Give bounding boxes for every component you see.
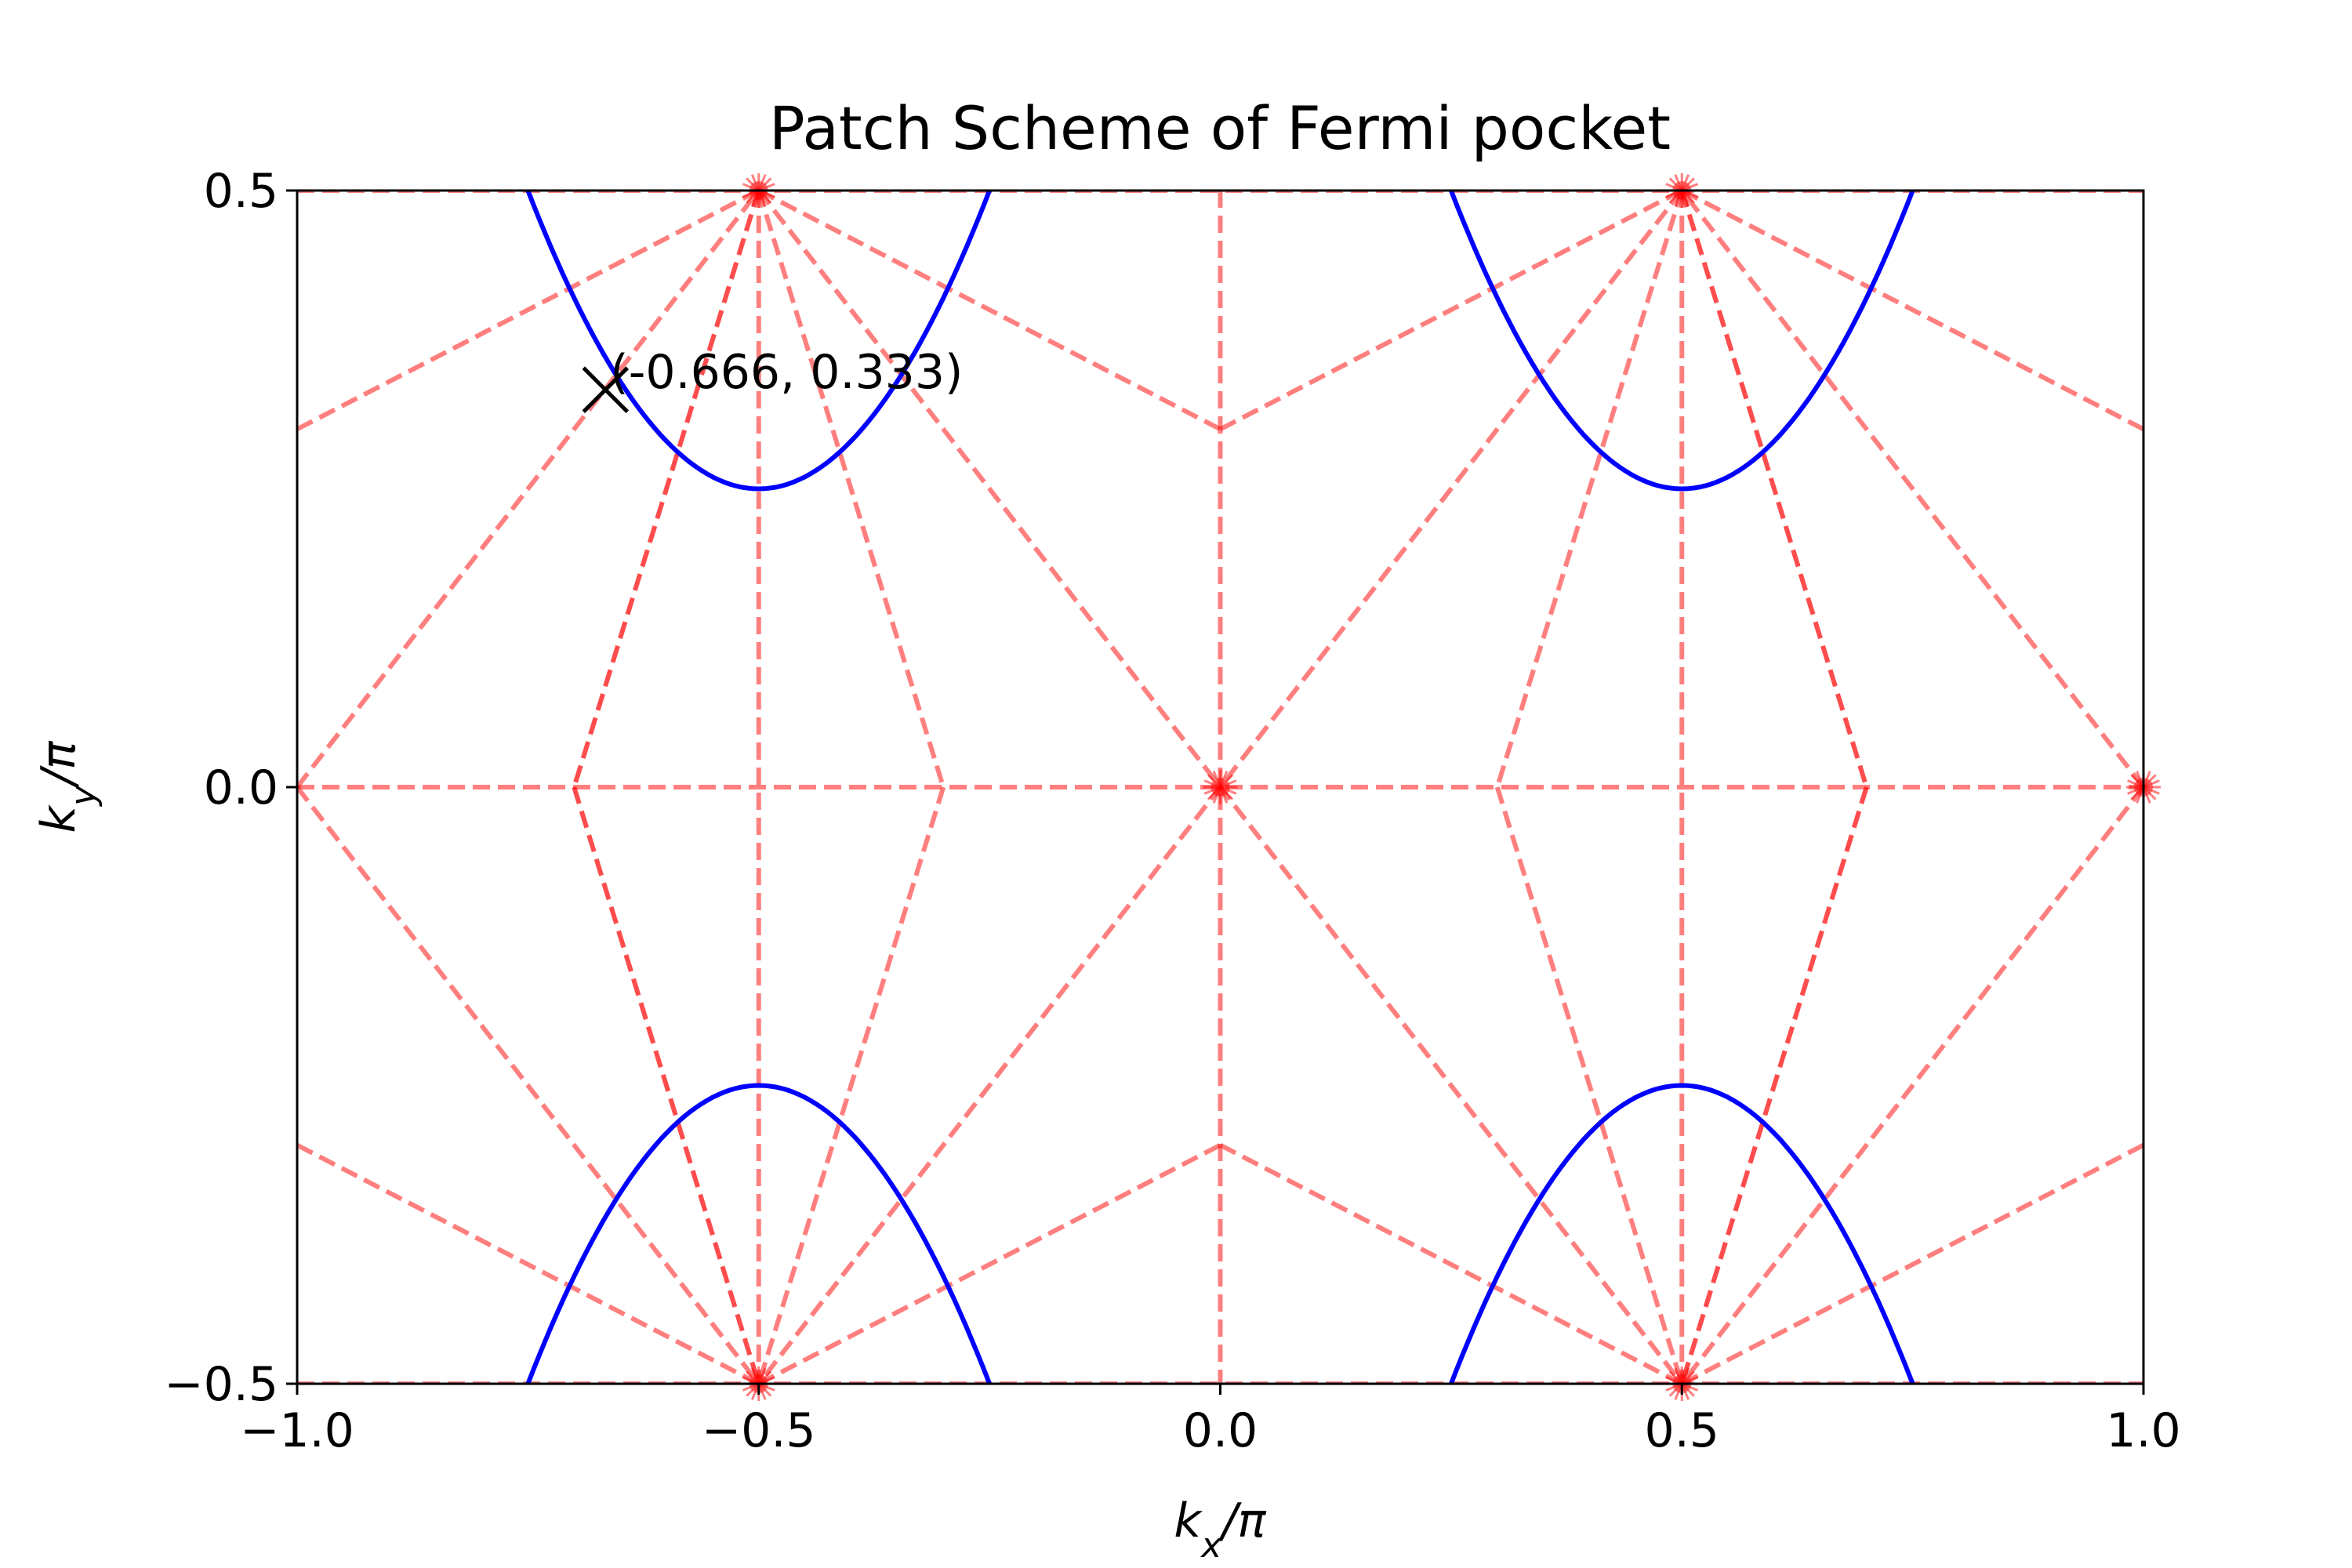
fermi-pocket-contour xyxy=(525,191,992,492)
y-axis-label-subscript: y xyxy=(64,785,103,808)
patch-line xyxy=(756,191,946,788)
y-axis-label-suffix: /π xyxy=(31,741,86,789)
patch-line xyxy=(297,1142,760,1384)
fermi-pocket-contour xyxy=(1449,1083,1915,1384)
patch-line xyxy=(1680,1142,2143,1384)
fermi-pocket-contour xyxy=(525,1083,992,1384)
patch-line xyxy=(1679,191,2143,789)
x-tick-label: 0.0 xyxy=(1183,1403,1258,1458)
marked-point-label: (-0.666, 0.333) xyxy=(610,345,963,400)
patch-line xyxy=(297,191,760,432)
x-tick-label: −1.0 xyxy=(240,1403,354,1458)
x-axis-label: kx/π xyxy=(1174,1494,1266,1566)
patch-line xyxy=(756,786,946,1384)
marked-point-x-stroke xyxy=(582,366,630,413)
patch-line xyxy=(1219,191,1683,432)
x-axis-label-subscript: x xyxy=(1200,1526,1222,1566)
patch-line xyxy=(1494,191,1685,788)
y-axis-label: ky/π xyxy=(31,741,103,833)
vertex-ray xyxy=(1203,779,1237,795)
x-tick-label: 0.5 xyxy=(1645,1403,1719,1458)
x-tick-label: −0.5 xyxy=(702,1403,816,1458)
axis-ticks: −1.0 −0.5 0.0 0.5 1.0−0.50.00.5 xyxy=(164,164,2180,1458)
patch-line xyxy=(297,786,761,1384)
y-tick-label: 0.5 xyxy=(204,164,278,219)
patch-line xyxy=(1680,191,2143,432)
marked-point-group: (-0.666, 0.333) xyxy=(582,345,963,413)
fermi-pocket-contours xyxy=(525,191,1915,1384)
patch-line xyxy=(1219,1142,1683,1384)
patch-line xyxy=(757,1142,1221,1384)
chart-title: Patch Scheme of Fermi pocket xyxy=(769,93,1671,163)
patch-line xyxy=(1494,786,1685,1384)
patch-line xyxy=(297,191,761,789)
patch-line xyxy=(1679,786,2143,1384)
patch-line xyxy=(757,191,1221,432)
patch-line-strong xyxy=(1679,191,1869,788)
x-axis-label-main: k xyxy=(1174,1494,1203,1548)
strong-patch-lines xyxy=(572,191,1869,1384)
x-tick-label: 1.0 xyxy=(2106,1403,2180,1458)
patch-line-strong xyxy=(1679,786,1869,1384)
y-axis-label-main: k xyxy=(31,804,86,833)
patch-line-strong xyxy=(572,786,761,1384)
y-tick-label: 0.0 xyxy=(204,760,278,815)
patch-line-strong xyxy=(572,191,761,788)
y-tick-label: −0.5 xyxy=(164,1357,278,1412)
fermi-pocket-contour xyxy=(1449,191,1915,492)
x-axis-label-suffix: /π xyxy=(1218,1494,1266,1548)
